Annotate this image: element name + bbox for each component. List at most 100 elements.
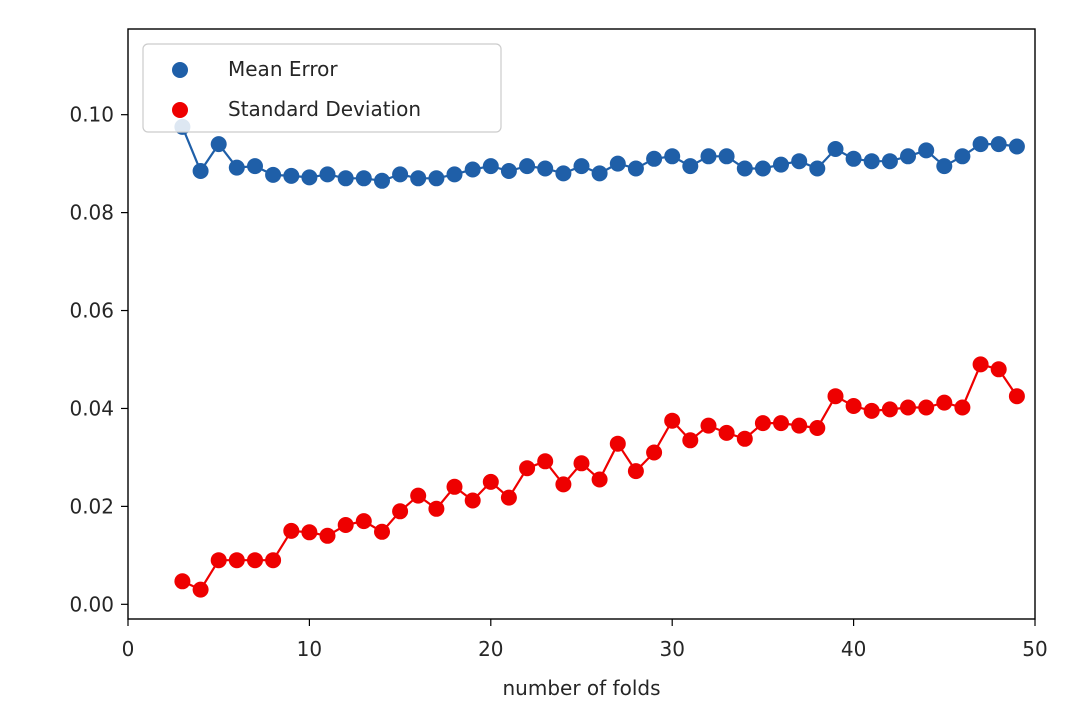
x-tick-label: 20 xyxy=(478,637,503,661)
data-point-standard-deviation xyxy=(519,460,536,477)
data-point-standard-deviation xyxy=(591,471,608,488)
x-tick-label: 40 xyxy=(841,637,866,661)
y-tick-label: 0.00 xyxy=(69,592,114,616)
data-point-standard-deviation xyxy=(374,523,390,540)
y-tick-label: 0.08 xyxy=(69,201,114,225)
legend: Mean Error Standard Deviation xyxy=(142,43,502,133)
data-point-standard-deviation xyxy=(990,361,1007,378)
y-tick-label: 0.02 xyxy=(69,494,114,518)
data-point-mean-error xyxy=(337,170,354,187)
data-point-standard-deviation xyxy=(700,417,717,434)
data-point-standard-deviation xyxy=(936,394,953,411)
data-point-mean-error xyxy=(682,158,699,175)
data-point-standard-deviation xyxy=(900,399,916,416)
legend-marker-mean-error xyxy=(172,62,188,78)
data-point-standard-deviation xyxy=(881,401,898,418)
data-point-standard-deviation xyxy=(392,503,409,520)
y-tick-label: 0.06 xyxy=(69,299,114,323)
data-point-standard-deviation xyxy=(791,417,808,434)
data-point-mean-error xyxy=(355,170,372,187)
data-point-mean-error xyxy=(954,148,971,165)
data-point-standard-deviation xyxy=(192,581,209,598)
data-point-standard-deviation xyxy=(972,356,989,373)
legend-label-standard-deviation: Standard Deviation xyxy=(228,97,421,121)
x-axis: 0 10 20 30 40 50 xyxy=(122,619,1048,661)
data-point-standard-deviation xyxy=(718,424,735,441)
data-point-standard-deviation xyxy=(537,453,554,470)
data-point-standard-deviation xyxy=(337,517,354,533)
data-point-standard-deviation xyxy=(265,552,282,569)
data-point-mean-error xyxy=(918,142,935,159)
data-point-mean-error xyxy=(1008,138,1025,155)
data-point-standard-deviation xyxy=(446,478,463,495)
data-point-mean-error xyxy=(736,160,753,177)
data-point-standard-deviation xyxy=(863,402,880,419)
data-point-mean-error xyxy=(392,166,409,183)
y-tick-label: 0.04 xyxy=(69,396,114,420)
data-point-mean-error xyxy=(809,160,826,177)
data-point-standard-deviation xyxy=(809,420,826,436)
data-point-mean-error xyxy=(827,141,844,157)
data-point-mean-error xyxy=(881,153,898,170)
data-point-mean-error xyxy=(537,160,554,177)
data-point-standard-deviation xyxy=(845,398,862,414)
data-point-standard-deviation xyxy=(664,412,681,429)
data-point-standard-deviation xyxy=(754,415,771,432)
data-point-mean-error xyxy=(900,148,916,165)
x-axis-label: number of folds xyxy=(503,676,661,700)
data-point-standard-deviation xyxy=(573,455,590,472)
data-point-standard-deviation xyxy=(319,527,336,544)
data-point-standard-deviation xyxy=(627,463,644,480)
data-point-standard-deviation xyxy=(954,399,971,416)
data-point-standard-deviation xyxy=(646,444,663,461)
legend-marker-standard-deviation xyxy=(172,102,188,118)
y-axis: 0.00 0.02 0.04 0.06 0.08 0.10 xyxy=(69,103,128,616)
data-point-mean-error xyxy=(573,158,590,175)
data-point-standard-deviation xyxy=(174,573,191,590)
data-point-standard-deviation xyxy=(283,522,300,539)
y-tick-label: 0.10 xyxy=(69,103,114,127)
data-point-standard-deviation xyxy=(210,552,227,569)
data-point-mean-error xyxy=(791,153,808,170)
data-point-mean-error xyxy=(718,148,735,165)
data-point-mean-error xyxy=(609,155,626,172)
data-point-mean-error xyxy=(972,136,989,153)
data-point-mean-error xyxy=(627,160,644,177)
data-point-mean-error xyxy=(283,167,300,184)
data-point-standard-deviation xyxy=(555,476,572,493)
legend-box xyxy=(142,43,502,133)
data-point-mean-error xyxy=(464,161,481,178)
data-point-standard-deviation xyxy=(482,473,499,490)
data-point-mean-error xyxy=(247,158,263,175)
data-point-mean-error xyxy=(265,166,282,183)
data-point-mean-error xyxy=(446,166,463,183)
data-point-standard-deviation xyxy=(410,487,427,504)
data-point-standard-deviation xyxy=(609,435,626,452)
data-point-mean-error xyxy=(210,136,227,153)
data-point-mean-error xyxy=(845,150,862,167)
data-point-mean-error xyxy=(936,158,953,175)
data-point-standard-deviation xyxy=(464,492,481,509)
data-point-mean-error xyxy=(591,165,608,182)
plot-frame xyxy=(127,28,1036,620)
data-point-mean-error xyxy=(319,166,336,183)
data-point-standard-deviation xyxy=(428,500,445,517)
data-point-mean-error xyxy=(482,158,499,175)
x-tick-label: 30 xyxy=(659,637,684,661)
data-point-standard-deviation xyxy=(682,432,699,449)
data-point-mean-error xyxy=(428,170,445,187)
data-point-mean-error xyxy=(863,153,880,170)
data-point-standard-deviation xyxy=(301,524,318,541)
x-tick-label: 50 xyxy=(1022,637,1047,661)
x-tick-label: 10 xyxy=(297,637,322,661)
legend-label-mean-error: Mean Error xyxy=(228,57,338,81)
data-point-mean-error xyxy=(646,150,663,167)
data-point-standard-deviation xyxy=(247,552,263,569)
data-point-mean-error xyxy=(990,136,1007,153)
data-point-standard-deviation xyxy=(736,430,753,447)
data-point-mean-error xyxy=(754,160,771,177)
data-point-mean-error xyxy=(773,156,789,173)
series-layer xyxy=(174,118,1025,598)
data-point-standard-deviation xyxy=(773,415,789,432)
data-point-standard-deviation xyxy=(355,513,372,530)
